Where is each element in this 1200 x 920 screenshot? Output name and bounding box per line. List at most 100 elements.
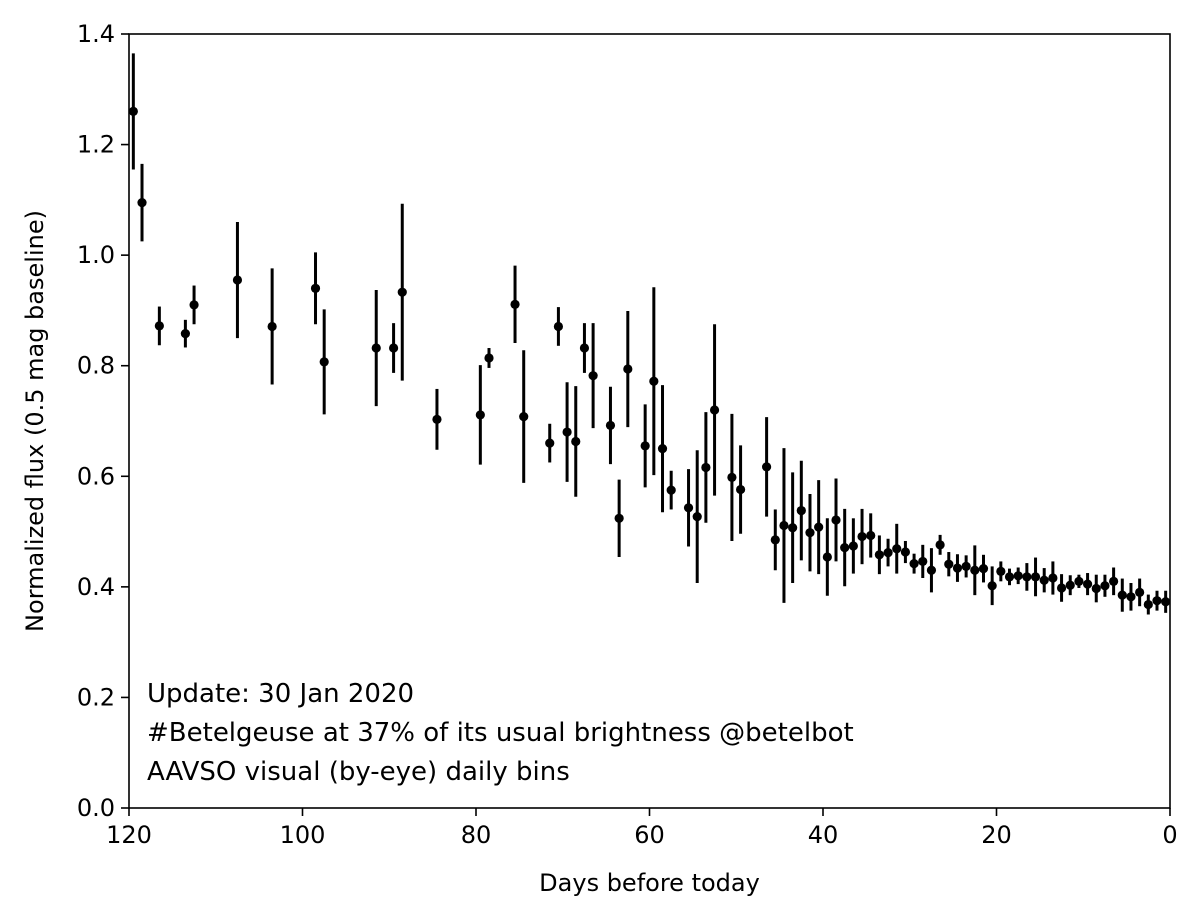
data-point	[180, 329, 190, 339]
data-point	[1039, 575, 1049, 585]
data-point	[397, 287, 407, 297]
x-axis: 120 100 80 60 40 20 0	[106, 808, 1178, 849]
y-tick-label: 1.0	[77, 241, 115, 269]
data-point	[319, 357, 329, 367]
data-point	[137, 198, 147, 208]
annotation-update-date: Update: 30 Jan 2020	[147, 679, 414, 709]
data-point	[883, 547, 893, 558]
data-point	[770, 535, 780, 545]
data-point	[1143, 599, 1153, 610]
data-point	[970, 565, 980, 575]
y-tick-label: 0.4	[77, 573, 115, 601]
data-point	[692, 512, 702, 522]
data-point	[1065, 580, 1075, 590]
data-point	[232, 275, 243, 285]
data-point	[788, 523, 798, 533]
data-point	[1082, 579, 1093, 589]
data-point	[614, 513, 624, 523]
data-point	[432, 414, 442, 424]
annotation-brightness-note: #Betelgeuse at 37% of its usual brightne…	[147, 718, 854, 748]
data-point	[562, 427, 572, 437]
data-point	[805, 528, 815, 538]
data-point	[683, 503, 694, 513]
data-point	[1074, 576, 1084, 586]
data-point	[1004, 572, 1015, 582]
data-point	[579, 343, 590, 353]
y-tick-label: 0.6	[77, 462, 115, 490]
data-point	[605, 420, 616, 431]
data-point	[866, 530, 876, 541]
data-point	[918, 556, 928, 567]
data-point	[310, 283, 321, 293]
y-tick-label: 1.2	[77, 131, 115, 159]
data-point	[926, 565, 937, 575]
data-point	[961, 561, 971, 572]
data-point	[831, 515, 841, 525]
y-tick-label: 0.8	[77, 352, 115, 380]
data-point	[952, 563, 963, 573]
x-tick-label: 60	[634, 821, 665, 849]
annotation-data-source: AAVSO visual (by-eye) daily bins	[147, 757, 570, 787]
data-point	[510, 299, 520, 309]
data-point	[519, 411, 529, 422]
data-point	[666, 485, 676, 495]
data-point	[944, 559, 954, 569]
data-point	[649, 376, 659, 386]
data-point	[996, 566, 1006, 576]
data-point	[1091, 583, 1101, 594]
x-tick-label: 0	[1162, 821, 1177, 849]
data-point	[1135, 587, 1145, 597]
data-point	[762, 462, 772, 472]
y-tick-label: 1.4	[77, 20, 115, 48]
data-point	[814, 522, 824, 532]
data-point	[909, 559, 919, 569]
data-point	[1117, 590, 1127, 600]
data-point	[1022, 572, 1032, 582]
data-point	[1030, 572, 1041, 582]
data-point	[1152, 596, 1162, 606]
data-point	[189, 300, 199, 310]
y-tick-label: 0.0	[77, 794, 115, 822]
data-point	[1048, 573, 1058, 583]
data-point	[796, 505, 806, 516]
data-point	[128, 106, 138, 116]
data-point	[701, 462, 711, 473]
data-point	[1161, 597, 1171, 607]
data-point	[978, 564, 989, 574]
data-point	[840, 543, 850, 553]
data-point	[475, 410, 485, 420]
data-point	[848, 541, 858, 551]
data-point	[588, 371, 598, 381]
x-tick-label: 80	[461, 821, 492, 849]
data-point	[1013, 571, 1023, 581]
y-tick-label: 0.2	[77, 683, 115, 711]
data-point	[735, 484, 746, 495]
data-point	[1100, 581, 1110, 591]
data-point	[267, 321, 277, 332]
data-point	[553, 321, 564, 332]
x-tick-label: 40	[808, 821, 839, 849]
x-axis-label: Days before today	[539, 869, 760, 897]
data-point	[371, 343, 381, 353]
data-point	[571, 436, 581, 447]
data-point	[484, 353, 494, 363]
data-point	[727, 472, 737, 482]
x-tick-label: 120	[106, 821, 152, 849]
data-point	[900, 547, 911, 557]
data-point	[1056, 583, 1067, 593]
data-point	[709, 405, 720, 415]
data-point	[822, 552, 832, 562]
data-point	[874, 550, 884, 560]
x-tick-label: 100	[280, 821, 326, 849]
data-point	[892, 544, 902, 554]
y-axis: 0.0 0.2 0.4 0.6 0.8 1.0 1.2 1.4	[77, 20, 129, 822]
data-point	[154, 321, 164, 331]
data-point	[623, 364, 633, 374]
data-point	[857, 531, 867, 542]
data-point	[1126, 592, 1136, 602]
data-point	[987, 581, 997, 591]
data-point	[779, 520, 789, 531]
data-point	[545, 438, 555, 448]
data-point	[640, 441, 650, 451]
